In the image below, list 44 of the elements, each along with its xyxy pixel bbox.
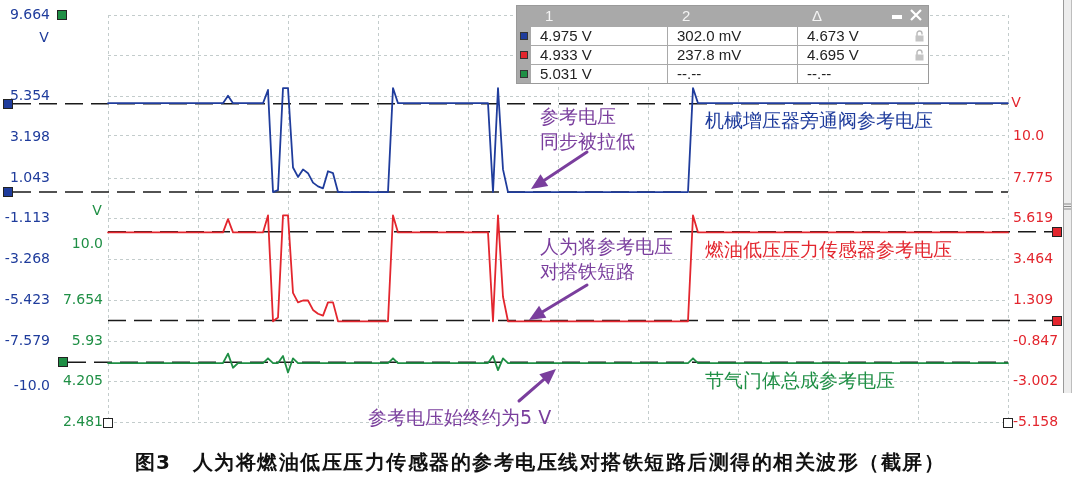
annotation: 4.673 V [807, 27, 859, 44]
y3-tick-label: 2.481 [62, 413, 103, 430]
y2-tick-label: 3.464 [1013, 250, 1054, 267]
annotation: 参考电压始终约为5 V [368, 405, 552, 430]
series-label: 节气门体总成参考电压 [704, 368, 895, 391]
y2-tick-label: 1.309 [1013, 290, 1054, 307]
y2-tick-label: 5.619 [1013, 209, 1054, 226]
y-tick-label: -10.0 [13, 377, 50, 394]
y3-axis-title: V [92, 202, 103, 219]
annotation: 人为将参考电压对搭铁短路 [540, 234, 674, 284]
annotation: 237.8 mV [677, 46, 742, 63]
y-axis-title: V [39, 28, 50, 45]
annotation: 参考电压同步被拉低 [540, 104, 636, 154]
y-tick-label: -3.268 [4, 250, 50, 267]
y2-tick-label: -5.158 [1013, 413, 1059, 430]
y-tick-label: -1.113 [4, 209, 50, 226]
annotation: Δ [812, 7, 823, 24]
y2-tick-label: -0.847 [1013, 331, 1059, 348]
annotation: 5.031 V [540, 65, 592, 82]
y3-tick-label: 10.0 [71, 235, 103, 252]
annotation: 4.695 V [807, 46, 859, 63]
y2-axis-title: V [1011, 93, 1022, 110]
y-tick-label: 3.198 [9, 127, 50, 144]
y2-tick-label: -3.002 [1013, 372, 1059, 389]
y-tick-label: 9.664 [9, 5, 51, 22]
series-label: 机械增压器旁通阀参考电压 [704, 109, 933, 132]
y-tick-label: 1.043 [9, 168, 50, 185]
annotation: 4.975 V [540, 27, 592, 44]
series-label: 燃油低压压力传感器参考电压 [704, 238, 952, 261]
y-tick-label: -5.423 [4, 290, 50, 307]
y-tick-label: -7.579 [4, 331, 50, 348]
y-tick-label: 5.354 [9, 87, 51, 104]
y3-tick-label: 7.654 [62, 290, 104, 307]
y3-tick-label: 4.205 [62, 372, 103, 389]
annotation: 1 [545, 7, 554, 24]
annotation: --.-- [807, 65, 832, 82]
annotation: 4.933 V [540, 46, 592, 63]
annotation: 302.0 mV [677, 27, 742, 44]
y2-tick-label: 7.775 [1013, 168, 1054, 185]
text: 图3 人为将燃油低压压力传感器的参考电压线对搭铁短路后测得的相关波形（截屏） [133, 449, 947, 476]
y2-tick-label: 10.0 [1013, 126, 1045, 143]
annotation: --.-- [677, 65, 702, 82]
annotation: 2 [682, 7, 691, 24]
y3-tick-label: 5.93 [71, 331, 103, 348]
